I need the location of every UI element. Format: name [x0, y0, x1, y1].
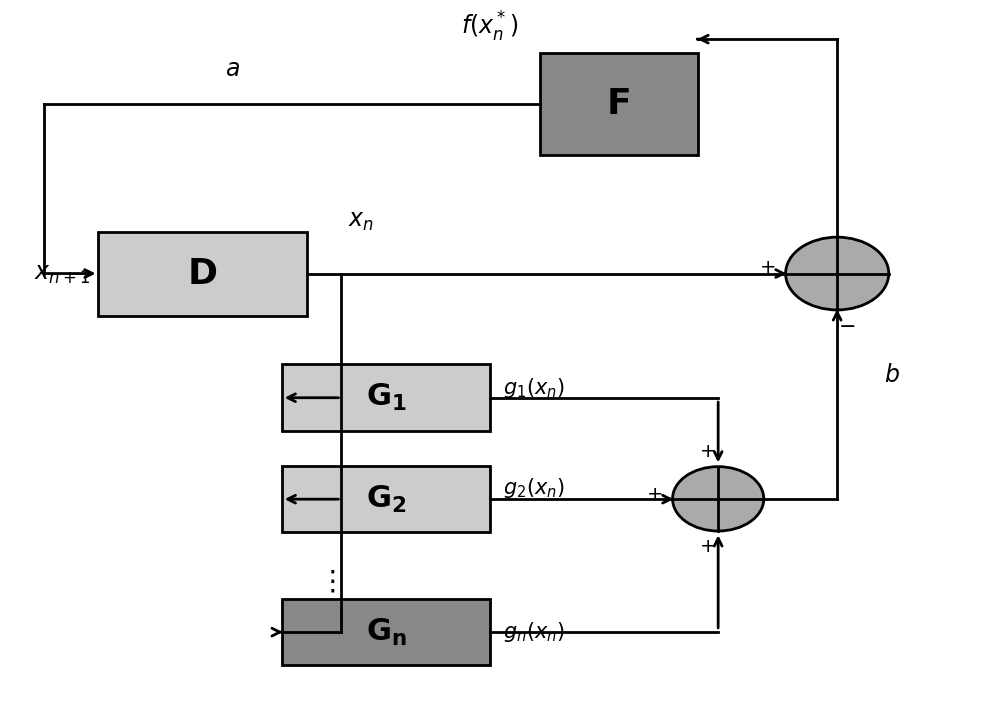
- Bar: [540, 53, 698, 154]
- Text: +: +: [700, 537, 716, 556]
- Text: +: +: [760, 258, 776, 278]
- Text: $g_1(x_n)$: $g_1(x_n)$: [503, 375, 565, 399]
- Text: $\mathbf{G_n}$: $\mathbf{G_n}$: [366, 617, 406, 648]
- Text: D: D: [188, 256, 218, 290]
- Text: $x_n$: $x_n$: [348, 209, 374, 233]
- Bar: [282, 466, 490, 532]
- Text: $g_n(x_n)$: $g_n(x_n)$: [503, 620, 565, 644]
- Text: +: +: [700, 442, 716, 461]
- Text: +: +: [646, 485, 663, 504]
- Text: $a$: $a$: [225, 57, 240, 81]
- Circle shape: [673, 467, 764, 531]
- Text: $x_{n+1}$: $x_{n+1}$: [34, 261, 90, 285]
- Text: $\mathbf{G_2}$: $\mathbf{G_2}$: [366, 484, 406, 515]
- Bar: [282, 365, 490, 431]
- Text: $g_2(x_n)$: $g_2(x_n)$: [503, 476, 565, 501]
- Bar: [282, 599, 490, 666]
- Text: $\mathbf{G_1}$: $\mathbf{G_1}$: [366, 382, 406, 413]
- Text: $f(x_n^*)$: $f(x_n^*)$: [461, 9, 519, 44]
- Bar: [98, 232, 307, 316]
- Text: $-$: $-$: [838, 315, 856, 336]
- Text: F: F: [607, 87, 631, 121]
- Text: $b$: $b$: [884, 363, 900, 387]
- Text: $\vdots$: $\vdots$: [318, 567, 335, 595]
- Circle shape: [786, 237, 889, 310]
